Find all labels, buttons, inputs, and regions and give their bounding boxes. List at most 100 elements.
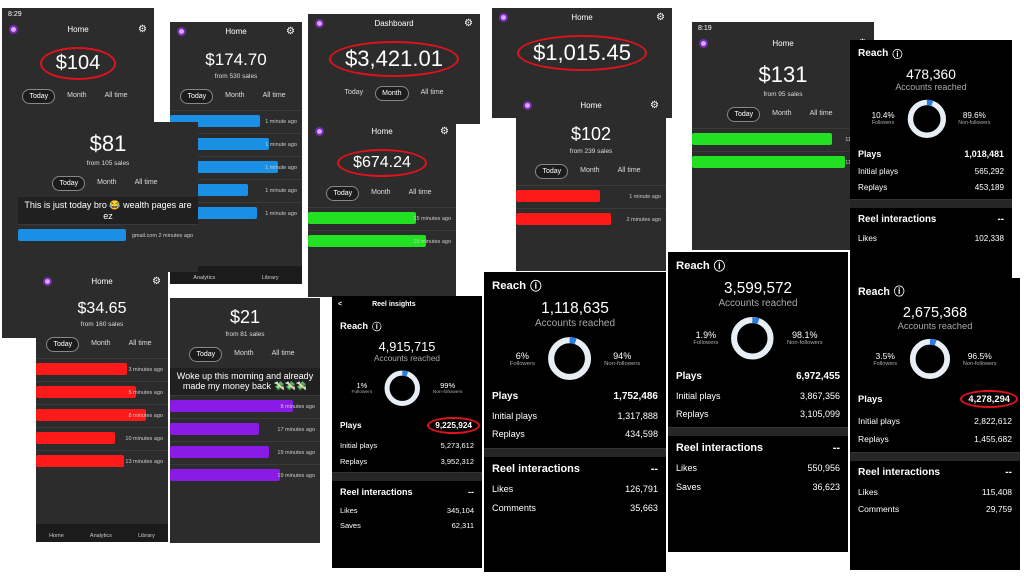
- period-tab[interactable]: Today: [46, 337, 80, 352]
- audience-split: 1% Followers 99% Non-followers: [332, 368, 482, 409]
- amount-row: $1,015.45: [492, 35, 672, 71]
- non-followers-label: Non-followers: [786, 340, 823, 347]
- period-tab[interactable]: Today: [52, 176, 86, 191]
- title-bar: Home⚙: [308, 122, 456, 141]
- plays-value: 4,278,294: [960, 389, 1018, 408]
- period-tab[interactable]: All time: [104, 92, 128, 99]
- title-bar: Home⚙: [36, 272, 168, 291]
- period-tab[interactable]: Month: [91, 340, 111, 347]
- metric-value: 345,104: [446, 505, 474, 515]
- sale-time: 13 minutes ago: [125, 459, 163, 465]
- redaction-scribble: [308, 235, 427, 247]
- reach-label: Reach: [676, 260, 710, 272]
- non-followers: 96.5% Non-followers: [963, 351, 997, 367]
- sale-row: 15 minutes ago: [308, 230, 456, 253]
- period-tab[interactable]: All time: [128, 340, 152, 347]
- period-tab[interactable]: Today: [180, 89, 214, 104]
- sales-screenshot: Home ⚙ $102 from 239 sales Today Month All tim…: [516, 96, 666, 271]
- followers-label: Followers: [693, 340, 719, 347]
- period-tab[interactable]: All time: [134, 179, 158, 186]
- metric-row: Likes 126,791: [484, 484, 666, 494]
- sale-row: 2 minutes ago: [516, 208, 666, 231]
- period-tab[interactable]: Month: [225, 92, 245, 99]
- section-divider: [668, 426, 848, 436]
- non-followers-pct: 96.5%: [967, 350, 992, 361]
- donut-accent: [929, 338, 937, 346]
- non-followers-label: Non-followers: [432, 390, 463, 396]
- redaction-scribble: [170, 423, 259, 435]
- metric-label: Likes: [676, 463, 698, 474]
- overlay-caption: This is just today bro 😂 wealth pages ar…: [18, 197, 198, 224]
- replays-label: Replays: [492, 429, 525, 440]
- period-tab[interactable]: All time: [420, 89, 444, 96]
- period-tab[interactable]: Month: [375, 86, 409, 101]
- reel-interactions-row: Reel interactions --: [668, 442, 848, 454]
- metric-row: Comments 35,663: [484, 503, 666, 513]
- period-tab[interactable]: All time: [408, 189, 432, 196]
- sale-row: 19 minutes ago: [170, 441, 320, 464]
- replays-label: Replays: [676, 408, 709, 419]
- reach-heading: Reach ⓘ: [850, 278, 1020, 299]
- nav-item[interactable]: Library: [261, 275, 279, 281]
- period-tab[interactable]: All time: [271, 350, 295, 357]
- period-tab[interactable]: Month: [580, 167, 600, 174]
- sale-time: 2 minutes ago: [626, 217, 661, 223]
- period-tab[interactable]: Today: [326, 186, 360, 201]
- sale-row: 8 minutes ago: [36, 404, 168, 427]
- period-tab[interactable]: All time: [262, 92, 286, 99]
- settings-icon: ⚙: [286, 26, 295, 37]
- replays-label: Replays: [340, 456, 368, 466]
- reel-interactions-label: Reel interactions: [340, 487, 413, 498]
- followers-label: Followers: [871, 120, 895, 127]
- period-tabs: Today Month All time: [516, 164, 666, 179]
- period-tab[interactable]: Today: [535, 164, 569, 179]
- accounts-reached: 2,675,368: [902, 305, 968, 321]
- period-tab[interactable]: All time: [617, 167, 641, 174]
- sale-time: 19 minutes ago: [277, 450, 315, 456]
- redaction-scribble: [308, 212, 417, 224]
- donut-accent: [569, 337, 577, 345]
- nav-item[interactable]: Analytics: [89, 533, 112, 539]
- audience-split: 6% Followers 94% Non-followers: [484, 334, 666, 383]
- period-tab[interactable]: Today: [344, 89, 364, 96]
- period-tab[interactable]: Month: [371, 189, 391, 196]
- sales-count: from 160 sales: [80, 321, 124, 328]
- insights-screenshot: Reach ⓘ 478,360 Accounts reached 10.4% Follow…: [850, 40, 1012, 280]
- reach-label: Reach: [492, 280, 527, 292]
- screen-title: Home: [371, 127, 393, 136]
- audience-split: 3.5% Followers 96.5% Non-followers: [850, 336, 1020, 382]
- info-icon: ⓘ: [372, 322, 382, 332]
- sale-time: 5 minutes ago: [128, 390, 163, 396]
- metric-label: Saves: [340, 521, 361, 531]
- period-tab[interactable]: Today: [189, 347, 223, 362]
- nav-item[interactable]: Analytics: [193, 275, 216, 281]
- accounts-reached: 478,360: [906, 67, 956, 82]
- period-tab[interactable]: Month: [97, 179, 117, 186]
- screen-title: Home: [225, 27, 247, 36]
- nav-item[interactable]: Library: [138, 533, 155, 539]
- amount-row: $104: [2, 47, 154, 80]
- redaction-scribble: [170, 400, 293, 412]
- metric-row: Likes 345,104: [332, 506, 482, 515]
- title-bar: Home⚙: [692, 34, 874, 53]
- period-tab[interactable]: Today: [727, 107, 761, 122]
- period-tab[interactable]: Today: [22, 89, 56, 104]
- replays-row: Replays 453,189: [850, 183, 1012, 192]
- nav-item[interactable]: Home: [49, 533, 64, 539]
- metric-row: Likes 102,338: [850, 234, 1012, 243]
- overlay-caption: Woke up this morning and already made my…: [170, 368, 320, 395]
- period-tab[interactable]: Month: [234, 350, 254, 357]
- plays-label: Plays: [858, 148, 882, 159]
- period-tab[interactable]: All time: [809, 110, 833, 117]
- accounts-reached: 4,915,715: [378, 339, 436, 354]
- period-tab[interactable]: Month: [67, 92, 87, 99]
- replays-row: Replays 3,952,312: [332, 457, 482, 466]
- initial-plays-label: Initial plays: [676, 390, 721, 401]
- initial-plays-label: Initial plays: [492, 411, 537, 422]
- metric-label: Likes: [858, 234, 877, 244]
- sale-row: 11 minute: [692, 151, 874, 174]
- period-tab[interactable]: Month: [772, 110, 792, 117]
- reel-interactions-label: Reel interactions: [858, 466, 941, 478]
- sale-row: gmail.com 2 minutes ago: [18, 224, 198, 247]
- sales-amount: $21: [229, 307, 261, 327]
